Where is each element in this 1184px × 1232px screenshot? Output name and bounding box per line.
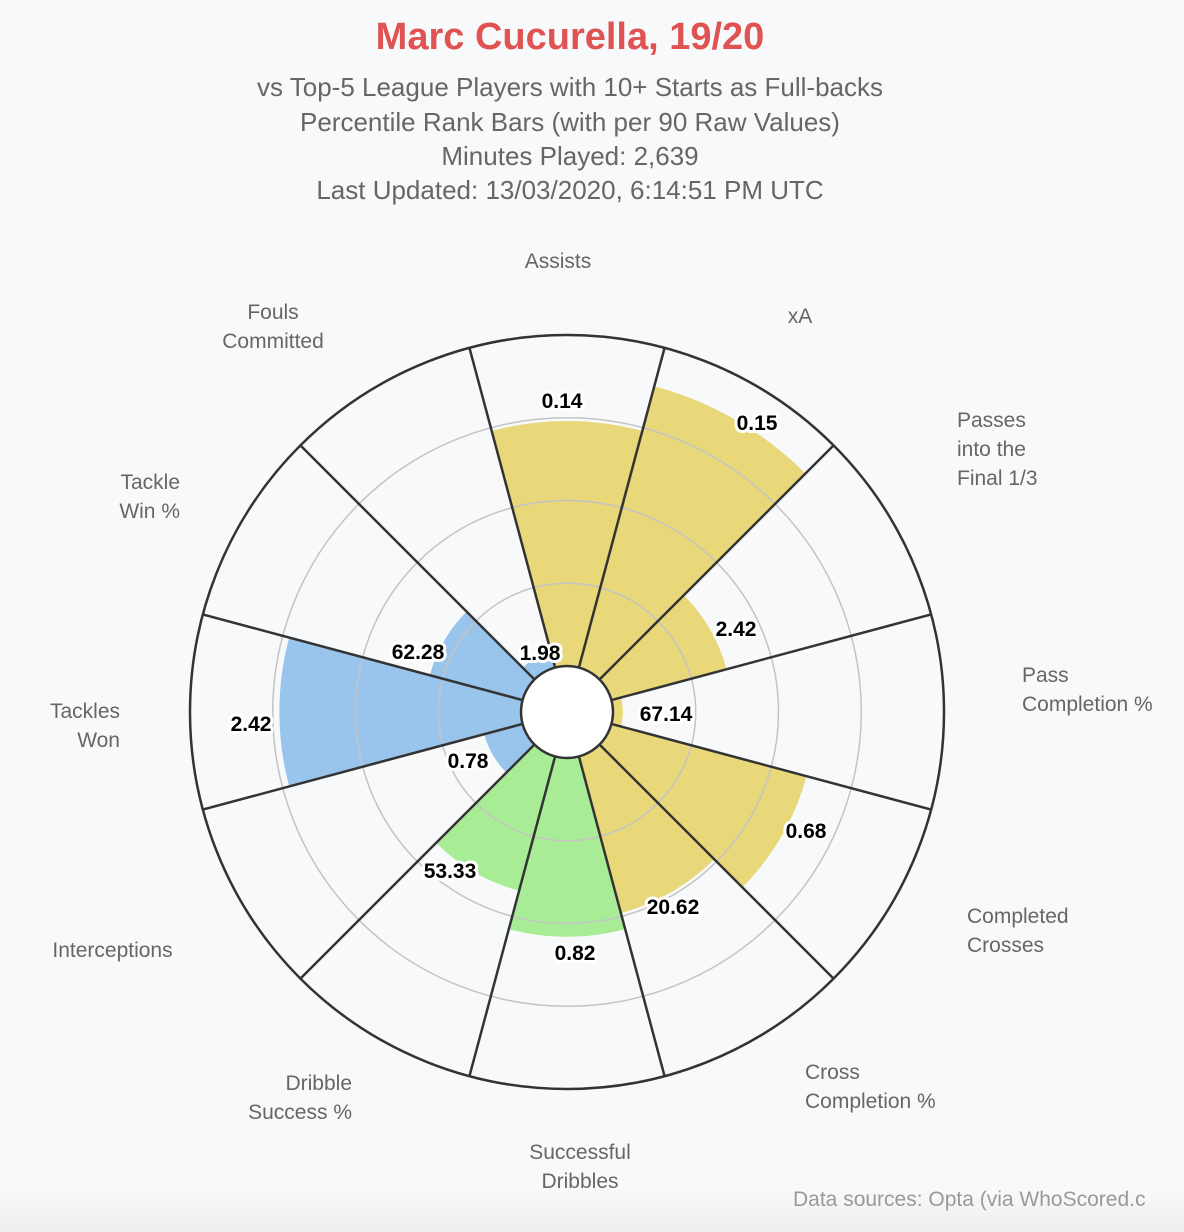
bar-cross-completion- <box>578 744 715 914</box>
raw-value-label: 0.14 <box>542 390 583 413</box>
data-source-note: Data sources: Opta (via WhoScored.c <box>793 1188 1146 1211</box>
segment-divider <box>202 613 523 702</box>
bar-tackles-won <box>279 637 523 787</box>
segment-divider <box>577 756 666 1077</box>
minutes-played: Minutes Played: 2,639 <box>441 141 699 171</box>
category-label: Tackle Win % <box>119 471 180 523</box>
category-label: Pass Completion % <box>1022 664 1153 716</box>
raw-value-label: 20.62 <box>647 896 700 919</box>
bar-pass-completion- <box>611 697 623 727</box>
segment-divider <box>468 347 557 668</box>
bottom-shade <box>0 1192 1184 1232</box>
bar-assists <box>491 421 643 668</box>
segment-divider <box>611 613 932 702</box>
gridline-25 <box>437 582 697 842</box>
segment-divider <box>202 722 523 811</box>
raw-value-label: 62.28 <box>392 641 445 664</box>
category-label: Interceptions <box>52 939 173 962</box>
raw-value-label: 2.42 <box>231 713 272 736</box>
category-label: Cross Completion % <box>805 1061 936 1113</box>
segment-divider <box>299 743 536 980</box>
segment-divider <box>611 722 932 811</box>
category-label: Successful Dribbles <box>529 1141 631 1193</box>
segment-divider <box>577 347 666 668</box>
category-label: Dribble Success % <box>248 1072 352 1124</box>
segment-divider <box>598 444 835 681</box>
category-label: Completed Crosses <box>967 905 1069 957</box>
bar-interceptions <box>484 723 535 773</box>
gridline-50 <box>354 499 780 925</box>
raw-value-label: 0.15 <box>737 412 778 435</box>
category-label: xA <box>787 305 813 328</box>
bar-passes-into-the-final-1-3 <box>599 595 727 701</box>
outer-ring <box>188 333 946 1091</box>
bar-tackle-win- <box>429 611 535 701</box>
raw-value-label: 0.68 <box>786 820 827 843</box>
category-label: Fouls Committed <box>222 301 324 353</box>
raw-value-label: 1.98 <box>520 642 561 665</box>
category-label: Passes into the Final 1/3 <box>957 409 1038 490</box>
raw-value-label: 0.82 <box>555 942 596 965</box>
category-label: Tackles Won <box>49 700 120 752</box>
bar-fouls-committed <box>522 651 556 680</box>
raw-value-label: 0.78 <box>448 750 489 773</box>
segment-divider <box>598 743 835 980</box>
chart-title: Marc Cucurella, 19/20 <box>375 16 765 58</box>
inner-hole <box>519 664 615 760</box>
segment-divider <box>299 444 536 681</box>
raw-value-label: 2.42 <box>716 618 757 641</box>
raw-value-label: 67.14 <box>640 703 693 726</box>
gridline-75 <box>272 417 862 1007</box>
last-updated: Last Updated: 13/03/2020, 6:14:51 PM UTC <box>316 175 824 205</box>
category-label: Assists <box>524 250 592 273</box>
raw-value-label: 53.33 <box>424 860 477 883</box>
chart-subtitle-method: Percentile Rank Bars (with per 90 Raw Va… <box>300 107 840 137</box>
bar-completed-crosses <box>599 723 807 888</box>
bar-successful-dribbles <box>508 756 626 937</box>
bar-dribble-success- <box>436 744 556 891</box>
chart-subtitle: vs Top-5 League Players with 10+ Starts … <box>257 72 883 102</box>
segment-divider <box>468 756 557 1077</box>
